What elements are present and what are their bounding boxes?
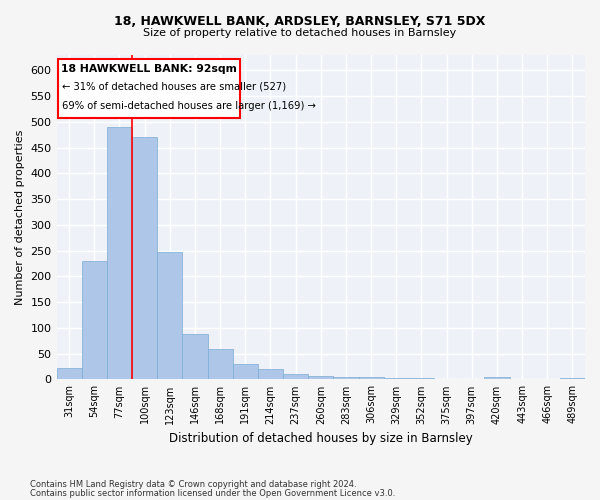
- Bar: [157, 252, 182, 380]
- Bar: [509, 379, 535, 380]
- Bar: [258, 369, 283, 380]
- Y-axis label: Number of detached properties: Number of detached properties: [15, 130, 25, 305]
- Bar: [107, 127, 132, 380]
- Bar: [334, 377, 359, 380]
- Bar: [359, 378, 383, 380]
- Bar: [182, 334, 208, 380]
- Text: 18, HAWKWELL BANK, ARDSLEY, BARNSLEY, S71 5DX: 18, HAWKWELL BANK, ARDSLEY, BARNSLEY, S7…: [115, 15, 485, 28]
- Bar: [208, 348, 233, 380]
- Text: ← 31% of detached houses are smaller (527): ← 31% of detached houses are smaller (52…: [62, 82, 286, 92]
- Bar: [308, 376, 334, 380]
- Text: Contains HM Land Registry data © Crown copyright and database right 2024.: Contains HM Land Registry data © Crown c…: [30, 480, 356, 489]
- Bar: [409, 378, 434, 380]
- Bar: [283, 374, 308, 380]
- Bar: [56, 368, 82, 380]
- Text: Size of property relative to detached houses in Barnsley: Size of property relative to detached ho…: [143, 28, 457, 38]
- Bar: [383, 378, 409, 380]
- Bar: [434, 379, 459, 380]
- Text: 18 HAWKWELL BANK: 92sqm: 18 HAWKWELL BANK: 92sqm: [61, 64, 237, 74]
- Bar: [459, 379, 484, 380]
- Bar: [484, 378, 509, 380]
- Bar: [132, 138, 157, 380]
- Text: Contains public sector information licensed under the Open Government Licence v3: Contains public sector information licen…: [30, 488, 395, 498]
- Bar: [82, 261, 107, 380]
- Bar: [560, 378, 585, 380]
- Bar: [233, 364, 258, 380]
- X-axis label: Distribution of detached houses by size in Barnsley: Distribution of detached houses by size …: [169, 432, 473, 445]
- FancyBboxPatch shape: [58, 59, 240, 118]
- Bar: [535, 379, 560, 380]
- Text: 69% of semi-detached houses are larger (1,169) →: 69% of semi-detached houses are larger (…: [62, 102, 316, 112]
